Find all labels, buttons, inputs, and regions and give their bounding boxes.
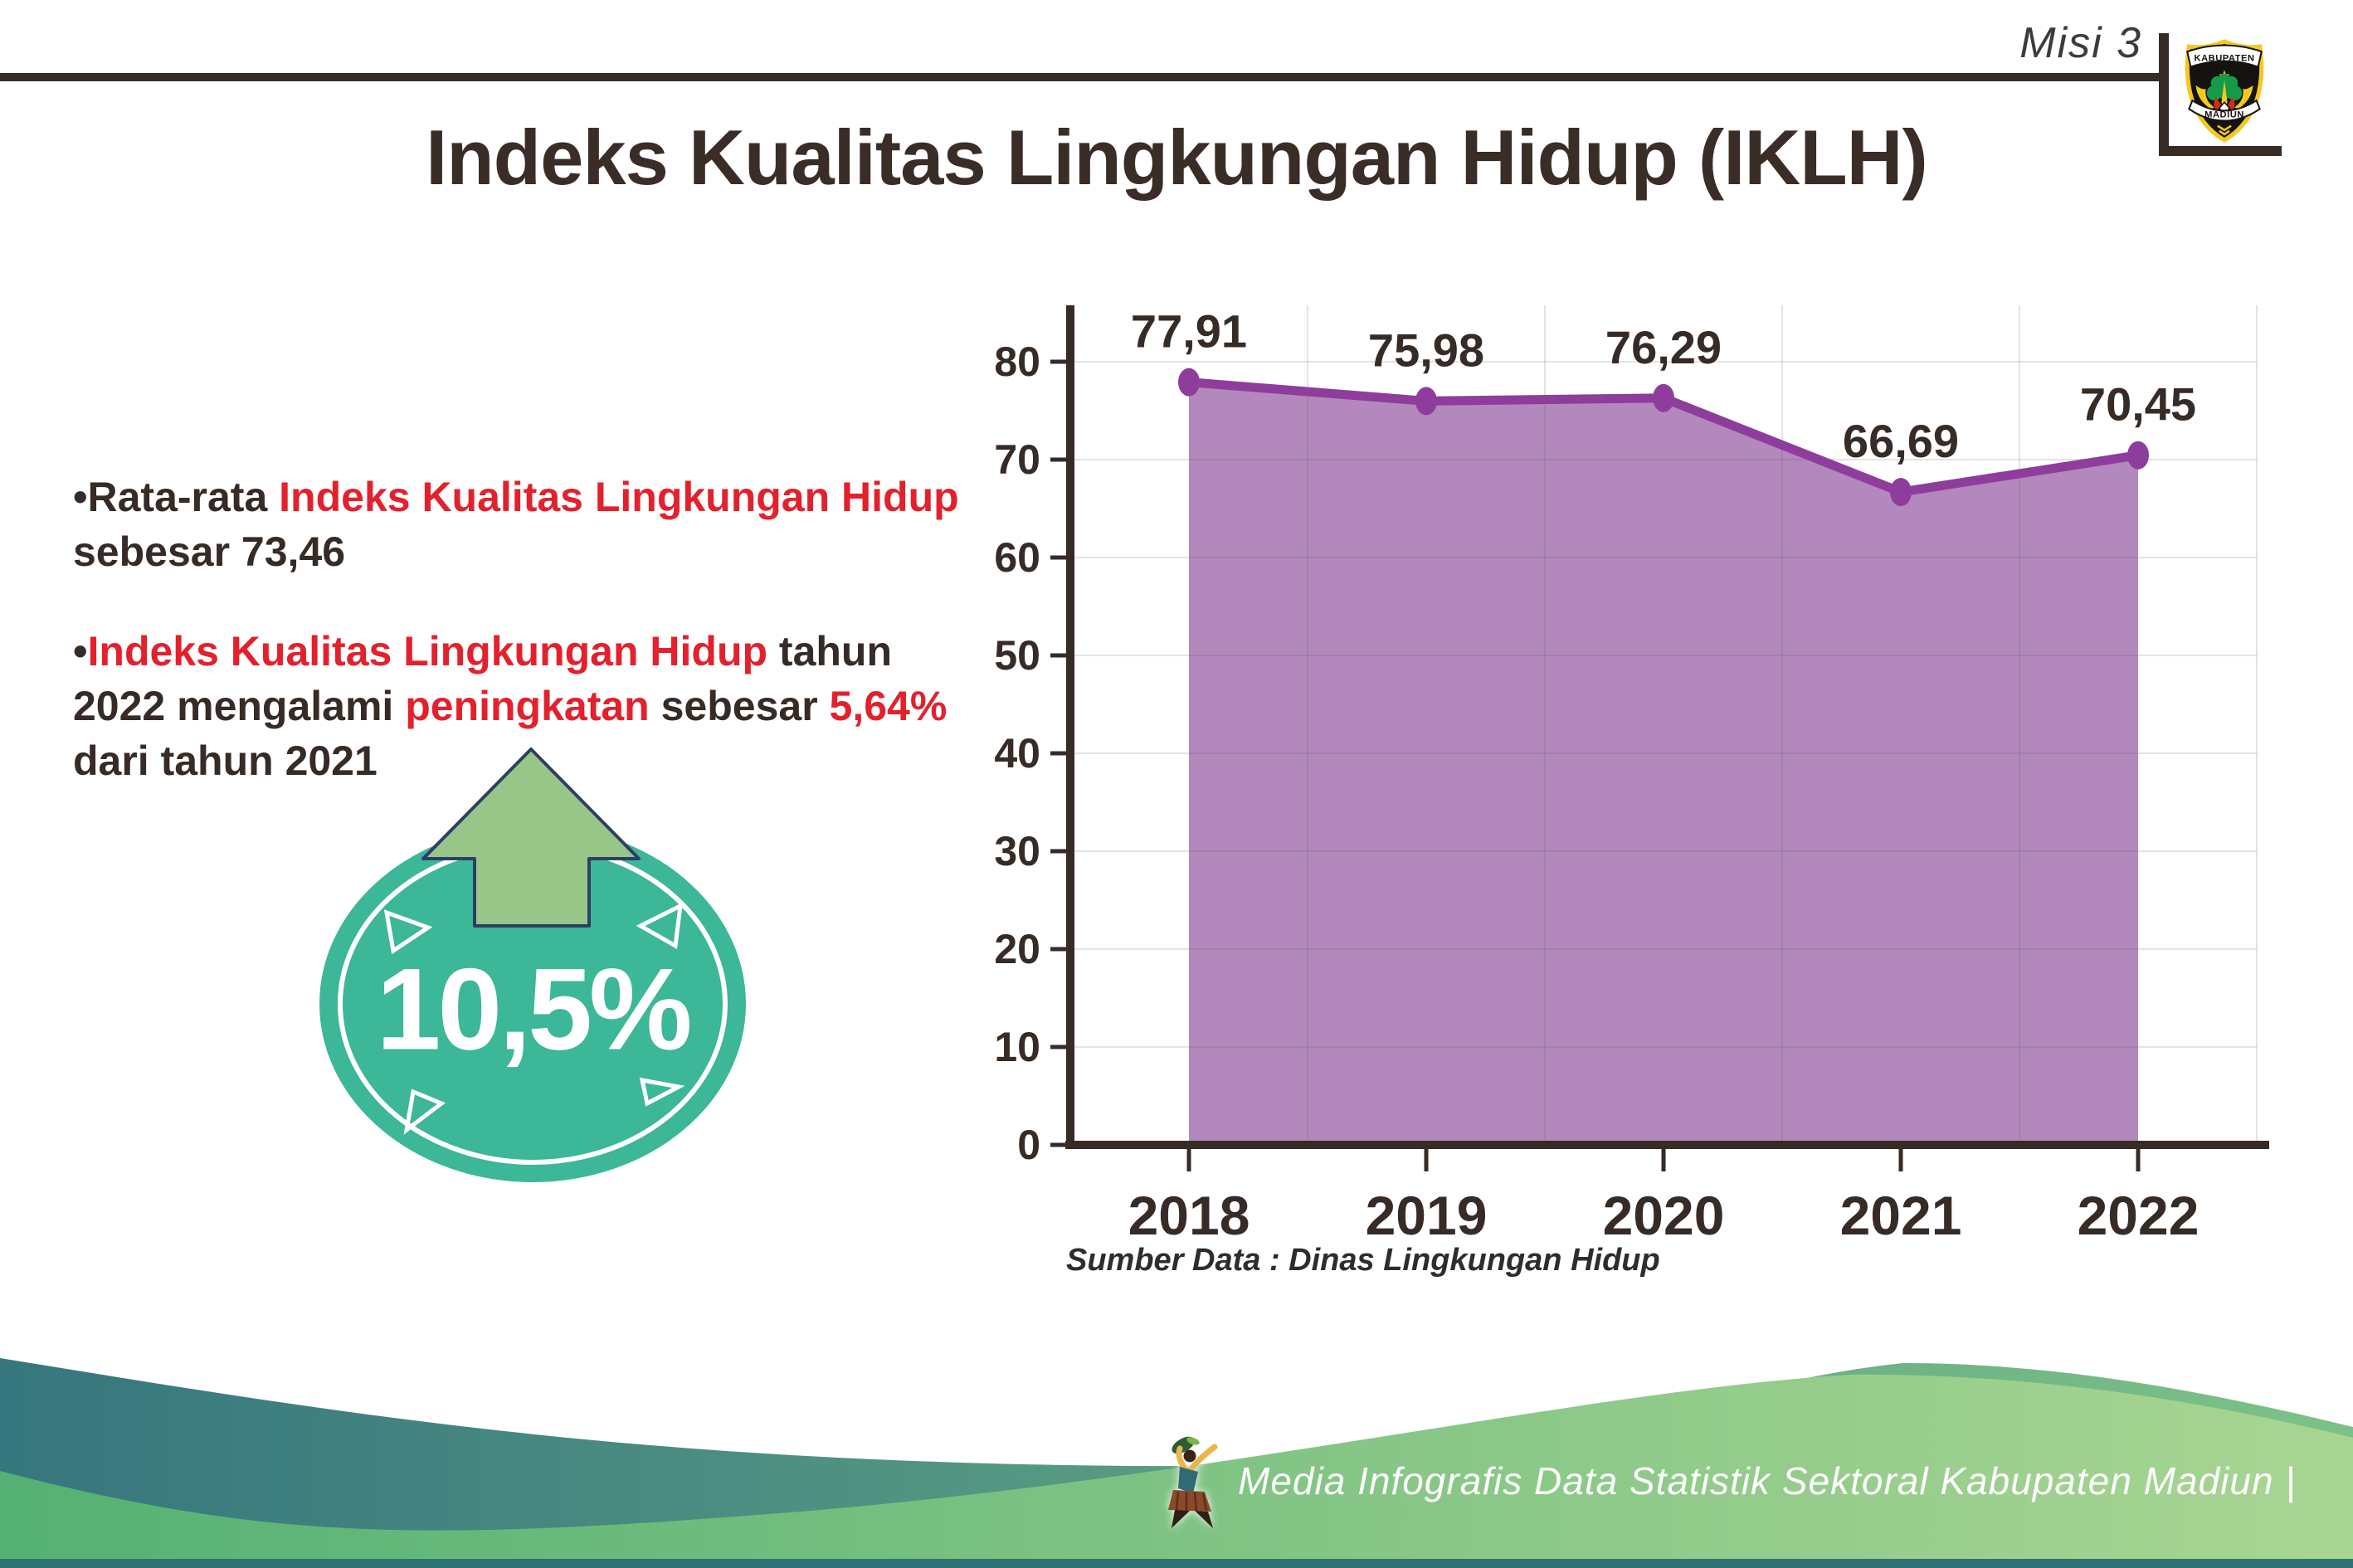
logo-wings-icon: [2195, 85, 2253, 110]
data-point: [1178, 368, 1200, 397]
logo-bottom-text: MADIUN: [2204, 110, 2244, 120]
y-tick-label: 70: [994, 436, 1040, 483]
y-tick-label: 50: [994, 632, 1040, 679]
logo-tree-icon: [2206, 73, 2243, 101]
data-point: [1890, 478, 1912, 507]
bullet-text-segment: peningkatan: [405, 683, 650, 729]
bullet-text-segment: sebesar: [649, 683, 830, 729]
bullet-text-segment: 5,64%: [829, 683, 948, 729]
x-tick-label: 2022: [2078, 1185, 2200, 1246]
logo-top-text: KABUPATEN: [2195, 53, 2255, 63]
footer-wave: [0, 1358, 2353, 1568]
footer-bottom-strip: [0, 1559, 2353, 1568]
x-tick-label: 2020: [1603, 1185, 1725, 1246]
data-point: [2127, 441, 2149, 470]
data-label: 66,69: [1843, 415, 1959, 467]
data-label: 75,98: [1368, 324, 1484, 376]
iklh-area-chart: 0 10 20 30 40 50 60 70 80 2018 2019 2020 2021 2022 77,…: [994, 305, 2269, 1246]
x-tick-label: 2021: [1840, 1185, 1962, 1246]
x-tick-label: 2018: [1128, 1185, 1250, 1246]
data-label: 70,45: [2080, 378, 2196, 431]
kabupaten-madiun-logo-icon: KABUPATEN MADIUN: [2185, 39, 2264, 143]
bullet-text-segment: tahun 2022 mengalami: [73, 628, 893, 729]
logo-chevron-icon: [2217, 124, 2232, 136]
logo-bottom-banner: [2188, 99, 2261, 122]
bullet-text-segment: Indeks Kualitas Lingkungan Hidup: [87, 628, 768, 674]
source-note: Sumber Data : Dinas Lingkungan Hidup: [1066, 1243, 1660, 1278]
footer-wave-light: [0, 1374, 2353, 1568]
corner-frame-horizontal: [2159, 146, 2282, 156]
y-tick-label: 0: [1017, 1122, 1040, 1168]
y-tick-label: 10: [994, 1024, 1040, 1070]
data-label: 77,91: [1131, 305, 1247, 358]
y-tick-label: 80: [994, 338, 1040, 385]
up-arrow-icon: [421, 747, 641, 928]
data-point: [1415, 387, 1437, 416]
bullet-text-segment: sebesar 73,46: [73, 528, 346, 575]
bullet-item-increase: •Indeks Kualitas Lingkungan Hidup tahun …: [73, 624, 961, 788]
bullet-text-segment: •: [73, 628, 88, 674]
badge-circle: [319, 825, 746, 1182]
x-tick-label: 2019: [1366, 1185, 1488, 1246]
data-label: 76,29: [1605, 321, 1722, 373]
y-tick-label: 60: [994, 534, 1040, 581]
increase-badge: 10,5%: [319, 747, 746, 1182]
misi-label: Misi 3: [2019, 19, 2142, 67]
y-tick-label: 40: [994, 730, 1040, 777]
bullet-text-segment: dari tahun 2021: [73, 738, 378, 784]
logo-flame-icons: [2214, 97, 2235, 111]
dancer-mascot-icon: [1168, 1436, 1218, 1528]
badge-spark-triangles: [383, 902, 685, 1135]
bullet-text-segment: •Rata-rata: [73, 474, 280, 520]
top-rule: [0, 73, 2162, 81]
y-tick-label: 30: [994, 828, 1040, 874]
badge-value: 10,5%: [377, 944, 689, 1074]
footer-caption: Media Infografis Data Statistik Sektoral…: [1238, 1459, 2297, 1502]
y-tick-label: 20: [994, 926, 1040, 972]
area-fill: [1189, 382, 2138, 1145]
bullet-item-average: •Rata-rata Indeks Kualitas Lingkungan Hi…: [73, 470, 961, 579]
bullet-text-segment: Indeks Kualitas Lingkungan Hidup: [279, 474, 959, 520]
page-title: Indeks Kualitas Lingkungan Hidup (IKLH): [426, 114, 1928, 201]
corner-frame-vertical: [2159, 33, 2169, 156]
logo-top-banner: [2186, 44, 2263, 68]
data-point: [1653, 383, 1674, 412]
